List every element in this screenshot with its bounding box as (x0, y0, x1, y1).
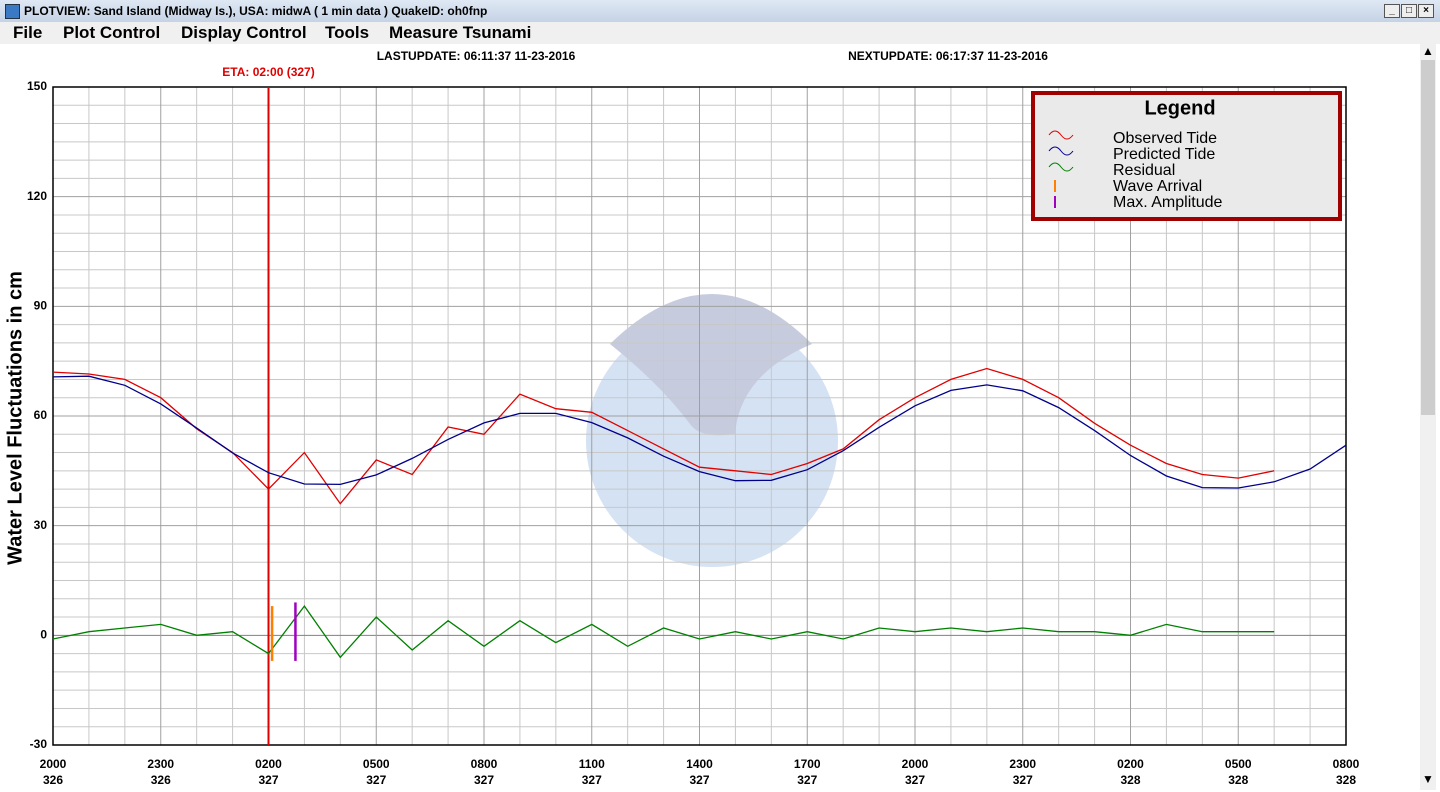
x-tick-sublabel: 326 (43, 773, 63, 787)
series-line (52, 367, 1275, 505)
y-tick-label: 30 (34, 518, 48, 532)
maximize-button[interactable]: □ (1401, 4, 1417, 18)
x-tick-sublabel: 327 (582, 773, 602, 787)
legend-icon (1048, 130, 1074, 140)
scroll-up[interactable]: ▲ (1422, 44, 1434, 58)
x-tick-sublabel: 326 (151, 773, 171, 787)
x-tick-label: 1100 (579, 757, 605, 771)
app-icon (5, 4, 20, 19)
y-tick-label: 120 (27, 189, 47, 203)
x-tick-label: 0800 (1333, 757, 1360, 771)
scroll-down[interactable]: ▼ (1422, 772, 1434, 786)
x-tick-sublabel: 327 (474, 773, 494, 787)
legend-label: Max. Amplitude (1113, 194, 1222, 211)
x-tick-sublabel: 328 (1228, 773, 1248, 787)
x-tick-label: 1400 (686, 757, 713, 771)
x-tick-sublabel: 327 (905, 773, 925, 787)
y-tick-label: -30 (30, 737, 48, 751)
x-tick-label: 2300 (147, 757, 174, 771)
scroll-thumb[interactable] (1421, 60, 1435, 415)
y-axis-label: Water Level Fluctuations in cm (4, 271, 26, 565)
window-title: PLOTVIEW: Sand Island (Midway Is.), USA:… (24, 4, 488, 18)
x-tick-sublabel: 327 (797, 773, 817, 787)
legend-icon (1048, 146, 1074, 156)
legend-icon (1048, 162, 1074, 172)
x-tick-sublabel: 327 (258, 773, 278, 787)
watermark (586, 294, 838, 567)
title-bar: PLOTVIEW: Sand Island (Midway Is.), USA:… (0, 0, 1440, 22)
menu-item[interactable]: Tools (325, 23, 370, 42)
legend-label: Predicted Tide (1113, 146, 1215, 163)
menu-item[interactable]: Display Control (181, 23, 307, 42)
eta-label: ETA: 02:00 (327) (222, 65, 314, 79)
series-line (52, 375, 1347, 489)
x-tick-label: 0200 (1117, 757, 1144, 771)
close-button[interactable]: × (1418, 4, 1434, 18)
series-line (52, 604, 1275, 659)
x-tick-sublabel: 327 (366, 773, 386, 787)
y-tick-label: 60 (34, 408, 48, 422)
legend-label: Residual (1113, 162, 1175, 179)
chart: ▲ ▼ LASTUPDATE: 06:11:37 11-23-2016 NEXT… (4, 44, 1436, 790)
x-tick-label: 0500 (1225, 757, 1252, 771)
legend-box (1031, 91, 1342, 221)
x-tick-sublabel: 327 (1013, 773, 1033, 787)
x-tick-label: 1700 (794, 757, 821, 771)
x-tick-sublabel: 328 (1120, 773, 1140, 787)
x-tick-label: 0800 (471, 757, 498, 771)
menu-item[interactable]: Measure Tsunami (389, 23, 532, 42)
menu-item[interactable]: File (13, 23, 43, 42)
minimize-button[interactable]: _ (1384, 4, 1400, 18)
legend-title: Legend (1144, 97, 1215, 119)
x-tick-label: 0200 (255, 757, 282, 771)
next-update: NEXTUPDATE: 06:17:37 11-23-2016 (848, 49, 1048, 63)
x-tick-label: 0500 (363, 757, 390, 771)
y-tick-label: 150 (27, 79, 47, 93)
legend-label: Wave Arrival (1113, 178, 1202, 195)
y-tick-label: 90 (34, 299, 48, 313)
menu-item[interactable]: Plot Control (63, 23, 161, 42)
x-tick-sublabel: 328 (1336, 773, 1356, 787)
last-update: LASTUPDATE: 06:11:37 11-23-2016 (377, 49, 576, 63)
x-tick-label: 2000 (902, 757, 929, 771)
plot-frame (52, 86, 1347, 746)
legend-label: Observed Tide (1113, 130, 1217, 147)
y-tick-label: 0 (40, 628, 47, 642)
x-tick-sublabel: 327 (689, 773, 709, 787)
menu-bar: File Plot Control Display Control Tools … (0, 22, 1440, 44)
x-tick-label: 2300 (1009, 757, 1036, 771)
x-tick-label: 2000 (40, 757, 67, 771)
